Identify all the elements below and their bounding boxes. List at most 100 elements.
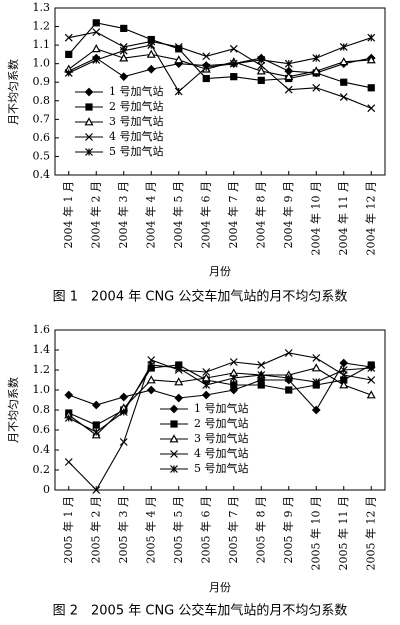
y-tick-label: 0.9 bbox=[33, 75, 51, 88]
y-tick-label: 1.1 bbox=[33, 38, 51, 51]
y-tick-label: 0.4 bbox=[33, 443, 51, 456]
plot-frame bbox=[54, 7, 386, 176]
x-tick-label: 2005 年 10 月 bbox=[308, 496, 322, 570]
marker bbox=[367, 84, 375, 92]
series-line bbox=[68, 57, 372, 78]
y-tick-label: 1.2 bbox=[33, 363, 51, 376]
y-tick-label: 0.8 bbox=[33, 403, 51, 416]
caption: 图 2 2005 年 CNG 公交车加气站的月不均匀系数 bbox=[53, 603, 348, 619]
x-axis-label: 月份 bbox=[209, 265, 231, 278]
y-axis-label: 月不均匀系数 bbox=[7, 377, 20, 443]
marker bbox=[340, 78, 348, 86]
marker bbox=[256, 66, 266, 75]
marker bbox=[169, 404, 179, 414]
x-tick-label: 2004 年 7 月 bbox=[226, 181, 240, 248]
marker bbox=[174, 55, 184, 64]
marker bbox=[119, 438, 128, 446]
marker bbox=[85, 148, 93, 156]
y-tick-label: 1.3 bbox=[33, 1, 51, 14]
marker bbox=[339, 366, 348, 374]
x-tick-label: 2005 年 5 月 bbox=[171, 496, 185, 563]
marker bbox=[119, 46, 128, 55]
x-tick-label: 2004 年 8 月 bbox=[253, 181, 267, 248]
marker bbox=[174, 393, 184, 403]
marker bbox=[92, 56, 101, 64]
marker bbox=[284, 349, 293, 357]
marker bbox=[175, 45, 183, 53]
marker bbox=[65, 50, 73, 58]
x-tick-label: 2005 年 9 月 bbox=[281, 496, 295, 563]
marker bbox=[91, 44, 101, 53]
series-line bbox=[68, 31, 372, 109]
x-tick-label: 2004 年 9 月 bbox=[281, 181, 295, 248]
marker bbox=[120, 24, 128, 33]
marker bbox=[85, 103, 93, 111]
y-tick-label: 0.5 bbox=[33, 149, 51, 162]
marker bbox=[146, 375, 156, 384]
y-tick-label: 1.2 bbox=[33, 20, 51, 33]
marker bbox=[367, 376, 376, 384]
marker bbox=[202, 368, 211, 376]
series-line bbox=[68, 362, 372, 411]
x-tick-label: 2005 年 7 月 bbox=[226, 496, 240, 563]
marker bbox=[64, 33, 73, 42]
legend-label: 2 号加气站 bbox=[109, 99, 164, 113]
marker bbox=[92, 28, 101, 37]
marker bbox=[284, 71, 294, 81]
marker bbox=[339, 43, 348, 51]
marker bbox=[367, 364, 376, 372]
legend-label: 5 号加气站 bbox=[109, 144, 164, 158]
y-tick-label: 0.6 bbox=[33, 131, 51, 144]
x-tick-label: 2005 年 4 月 bbox=[143, 496, 157, 563]
y-tick-label: 0 bbox=[43, 483, 50, 496]
x-tick-label: 2004 年 11 月 bbox=[336, 181, 350, 255]
marker bbox=[92, 486, 101, 494]
y-tick-label: 1.0 bbox=[33, 57, 51, 70]
marker bbox=[84, 117, 94, 126]
marker bbox=[202, 381, 211, 389]
marker bbox=[64, 69, 73, 77]
marker bbox=[146, 385, 156, 395]
y-tick-label: 0.7 bbox=[33, 112, 51, 125]
marker bbox=[366, 55, 376, 64]
marker bbox=[147, 361, 156, 369]
marker bbox=[174, 377, 184, 386]
marker bbox=[311, 405, 321, 415]
marker bbox=[201, 390, 211, 400]
x-tick-label: 2004 年 1 月 bbox=[61, 181, 75, 248]
marker bbox=[312, 54, 321, 63]
marker bbox=[170, 465, 178, 473]
marker bbox=[229, 374, 238, 382]
legend-label: 1 号加气站 bbox=[109, 84, 164, 98]
marker bbox=[169, 434, 179, 443]
x-tick-label: 2004 年 10 月 bbox=[308, 181, 322, 255]
y-axis-label: 月不均匀系数 bbox=[7, 59, 20, 125]
marker bbox=[119, 408, 128, 416]
legend-label: 4 号加气站 bbox=[109, 129, 164, 143]
marker bbox=[285, 386, 293, 394]
marker bbox=[257, 371, 266, 379]
x-tick-label: 2005 年 8 月 bbox=[253, 496, 267, 563]
marker bbox=[312, 378, 321, 386]
y-tick-label: 0.8 bbox=[33, 94, 51, 107]
marker bbox=[312, 83, 321, 92]
marker bbox=[64, 414, 73, 422]
y-tick-label: 0.2 bbox=[33, 463, 51, 476]
marker bbox=[257, 361, 266, 369]
legend-label: 1 号加气站 bbox=[194, 401, 249, 415]
marker bbox=[257, 56, 266, 64]
marker bbox=[202, 63, 211, 72]
x-tick-label: 2005 年 11 月 bbox=[336, 496, 350, 570]
x-tick-label: 2005 年 1 月 bbox=[61, 496, 75, 563]
x-tick-label: 2004 年 5 月 bbox=[171, 181, 185, 248]
marker bbox=[170, 450, 178, 458]
marker bbox=[257, 381, 265, 389]
marker bbox=[284, 85, 293, 94]
marker bbox=[257, 61, 266, 70]
marker bbox=[119, 72, 129, 82]
marker bbox=[92, 421, 100, 429]
y-tick-label: 1.4 bbox=[33, 343, 51, 356]
marker bbox=[119, 43, 128, 51]
marker bbox=[339, 93, 348, 101]
